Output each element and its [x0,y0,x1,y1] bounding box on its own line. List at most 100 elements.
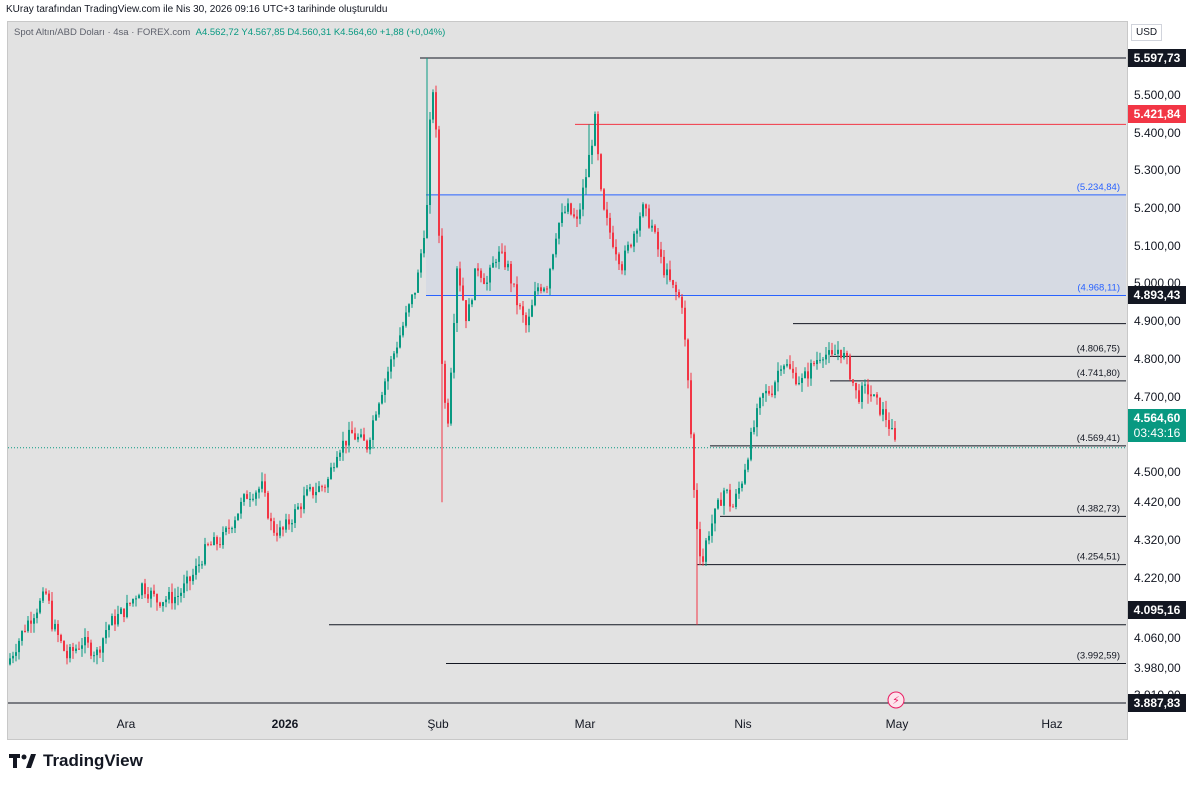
symbol-info: Spot Altın/ABD Doları · 4sa · FOREX.com … [14,27,445,38]
currency-label[interactable]: USD [1131,24,1163,41]
candle-body [858,390,860,402]
candle-body [777,370,779,383]
candle-body [63,641,65,651]
candle-body [870,394,872,397]
candle-body [630,244,632,247]
symbol-name[interactable]: Spot Altın/ABD Doları · 4sa · FOREX.com [14,27,191,38]
candle-body [510,263,512,284]
candle-body [531,305,533,317]
candle-body [408,304,410,313]
candle-body [654,225,656,232]
candle-body [783,365,785,370]
candle-body [888,420,890,429]
candle-body [507,263,509,268]
candle-body [348,429,350,446]
candle-body [114,616,116,625]
price-tick: 5.100,00 [1134,238,1181,253]
tradingview-wordmark: TradingView [43,751,143,770]
candle-body [132,599,134,604]
candle-body [495,261,497,263]
time-label: 2026 [271,717,299,731]
candle-body [522,306,524,316]
candle-body [642,204,644,217]
candle-body [810,363,812,379]
candle-body [321,486,323,488]
candle-body [24,630,26,632]
candle-body [771,393,773,396]
candle-body [357,436,359,440]
alert-bolt-icon [887,691,905,709]
candle-body [282,527,284,530]
candle-body [426,204,428,238]
candle-body [441,235,443,364]
candle-body [747,459,749,470]
candle-body [468,304,470,322]
tradingview-logo[interactable]: TradingView [9,751,143,771]
candle-body [573,214,575,217]
candle-body [111,616,113,626]
candle-body [375,414,377,421]
candle-body [570,203,572,215]
candle-body [12,655,14,659]
supply-zone [426,194,1126,296]
candle-body [795,372,797,385]
price-tick: 4.320,00 [1134,532,1181,547]
candle-body [93,655,95,657]
candle-body [387,371,389,382]
candle-body [390,359,392,372]
candle-body [726,489,728,491]
candle-body [867,384,869,395]
candle-body [801,377,803,383]
candle-body [498,251,500,262]
candle-body [687,339,689,381]
candle-body [492,262,494,268]
candle-body [372,420,374,440]
candle-body [813,363,815,365]
candle-body [39,600,41,613]
candle-body [474,268,476,301]
candle-body [714,508,716,524]
price-tick: 4.800,00 [1134,351,1181,366]
candle-body [873,394,875,397]
candle-body [882,409,884,415]
candle-body [270,518,272,522]
candle-body [528,316,530,326]
candle-body [564,211,566,213]
price-label-low: 3.887,83 [1128,694,1186,712]
candle-body [753,427,755,432]
candle-body [696,489,698,530]
candle-body [837,349,839,354]
candle-body [657,231,659,250]
candle-body [78,648,80,650]
candle-body [675,284,677,293]
price-tick: 4.420,00 [1134,495,1181,510]
candle-body [660,249,662,257]
candle-body [207,544,209,546]
candle-body [555,238,557,255]
price-tick: 5.300,00 [1134,163,1181,178]
candle-body [591,145,593,155]
candle-body [846,352,848,356]
candle-body [852,379,854,383]
candle-body [102,638,104,653]
candle-body [462,285,464,301]
price-tick: 4.220,00 [1134,570,1181,585]
candle-body [819,359,821,361]
ohlc-values: A4.562,72 Y4.567,85 D4.560,31 K4.564,60 … [195,27,446,38]
candle-body [393,353,395,360]
candle-body [720,499,722,506]
candle-body [378,403,380,415]
candle-body [279,527,281,536]
candle-body [96,649,98,656]
candle-body [339,452,341,457]
candle-body [336,456,338,468]
candle-body [342,440,344,453]
candle-body [162,602,164,607]
candle-body [252,498,254,500]
candle-body [108,625,110,631]
candle-body [537,287,539,292]
time-label: Nis [734,717,752,731]
candle-body [177,595,179,597]
price-label-4893: 4.893,43 [1128,286,1186,304]
candle-body [285,519,287,530]
